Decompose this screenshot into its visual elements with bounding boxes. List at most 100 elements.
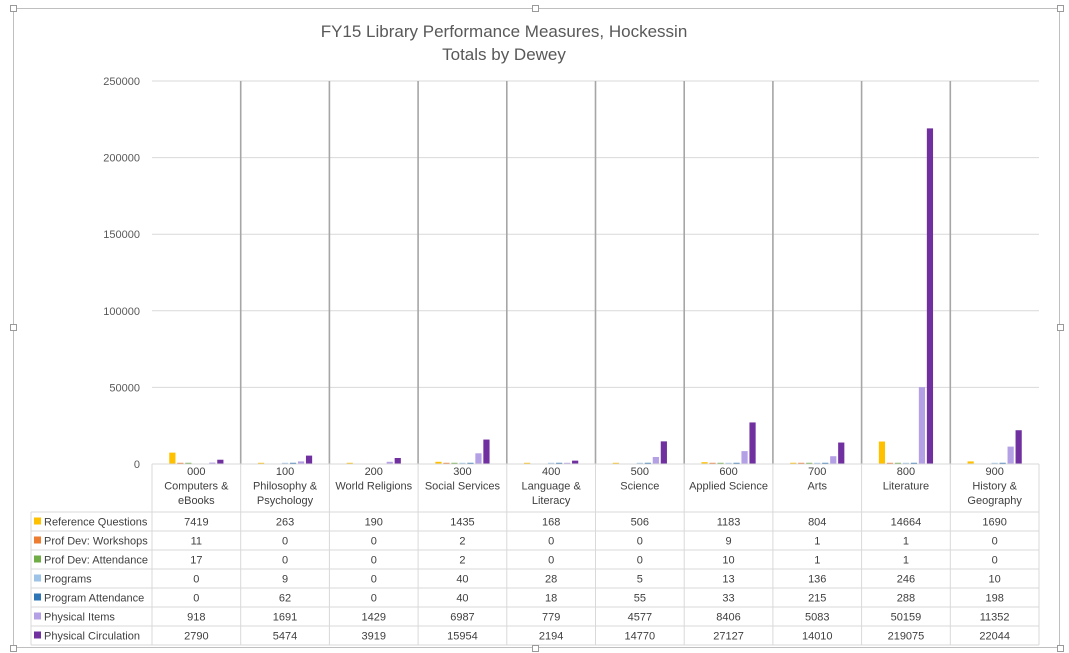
resize-handle[interactable]	[1057, 645, 1064, 652]
category-label: Geography	[967, 495, 1022, 507]
data-label: 10	[989, 574, 1001, 586]
data-label: 27127	[713, 631, 744, 643]
data-label: 8406	[716, 612, 740, 624]
bar	[709, 462, 716, 464]
bar	[999, 462, 1006, 464]
bar	[564, 462, 571, 464]
data-label: 0	[282, 555, 288, 567]
data-label: 3919	[362, 631, 386, 643]
legend-key	[34, 612, 41, 620]
category-label: History &	[972, 481, 1017, 493]
bar	[169, 452, 176, 464]
category-label: Applied Science	[689, 481, 768, 493]
legend-key	[34, 593, 41, 601]
series-name: Prof Dev: Attendance	[44, 555, 148, 567]
bar	[297, 461, 305, 464]
data-label: 6987	[450, 612, 474, 624]
data-label: 0	[371, 536, 377, 548]
data-label: 4577	[628, 612, 652, 624]
data-label: 779	[542, 612, 560, 624]
data-label: 0	[548, 536, 554, 548]
bar	[717, 462, 724, 464]
legend-key	[34, 631, 41, 639]
bar	[185, 462, 192, 464]
data-label: 263	[276, 517, 294, 529]
data-label: 5	[637, 574, 643, 586]
data-label: 1690	[982, 517, 1006, 529]
bar	[967, 461, 974, 464]
category-label: 400	[542, 466, 560, 478]
bar	[556, 462, 563, 464]
category-label: Arts	[807, 481, 827, 493]
data-label: 246	[897, 574, 915, 586]
y-tick-label: 0	[134, 459, 140, 471]
category-label: Literature	[883, 481, 929, 493]
data-label: 1691	[273, 612, 297, 624]
data-label: 1183	[717, 517, 741, 529]
category-label: 000	[187, 466, 205, 478]
bar	[257, 462, 265, 464]
data-label: 2790	[184, 631, 208, 643]
data-label: 14770	[625, 631, 656, 643]
bar	[822, 462, 829, 464]
bar	[733, 462, 740, 464]
data-label: 13	[722, 574, 734, 586]
chart-title: FY15 Library Performance Measures, Hocke…	[321, 22, 688, 41]
bar	[644, 462, 651, 464]
bar	[572, 460, 579, 464]
resize-handle[interactable]	[1057, 5, 1064, 12]
data-label: 14664	[891, 517, 922, 529]
data-label: 55	[634, 593, 646, 605]
data-label: 215	[808, 593, 826, 605]
data-label: 17	[190, 555, 202, 567]
bar	[749, 422, 756, 464]
data-label: 0	[992, 536, 998, 548]
data-label: 219075	[888, 631, 925, 643]
resize-handle[interactable]	[1057, 324, 1064, 331]
data-label: 0	[193, 593, 199, 605]
bars	[169, 128, 1022, 464]
data-label: 18	[545, 593, 557, 605]
y-tick-label: 100000	[103, 306, 140, 318]
bar	[814, 462, 821, 464]
category-label: Psychology	[257, 495, 314, 507]
data-label: 15954	[447, 631, 478, 643]
bar	[894, 462, 902, 464]
bar	[1015, 430, 1022, 464]
bar	[451, 462, 458, 464]
data-label: 40	[456, 593, 468, 605]
series-name: Physical Circulation	[44, 631, 140, 643]
data-label: 0	[193, 574, 199, 586]
data-label: 14010	[802, 631, 833, 643]
category-label: 300	[453, 466, 471, 478]
series-name: Physical Items	[44, 612, 115, 624]
data-label: 62	[279, 593, 291, 605]
category-label: eBooks	[178, 495, 215, 507]
data-label: 1	[903, 536, 909, 548]
bar	[886, 462, 894, 464]
bar	[217, 459, 224, 464]
legend-key	[34, 555, 41, 563]
series-name: Programs	[44, 574, 92, 586]
data-label: 0	[548, 555, 554, 567]
data-label: 0	[637, 536, 643, 548]
resize-handle[interactable]	[532, 645, 539, 652]
bar	[991, 462, 998, 464]
legend-key	[34, 574, 41, 582]
bar	[660, 441, 667, 464]
bar	[524, 462, 531, 464]
y-tick-label: 200000	[103, 153, 140, 165]
data-label: 506	[631, 517, 649, 529]
category-label: 900	[985, 466, 1003, 478]
resize-handle[interactable]	[10, 645, 17, 652]
category-separators	[152, 81, 1039, 465]
bar	[459, 462, 466, 464]
resize-handle[interactable]	[532, 5, 539, 12]
bar	[443, 462, 450, 464]
category-label: 100	[276, 466, 294, 478]
resize-handle[interactable]	[10, 324, 17, 331]
data-label: 168	[542, 517, 560, 529]
data-label: 10	[722, 555, 734, 567]
resize-handle[interactable]	[10, 5, 17, 12]
